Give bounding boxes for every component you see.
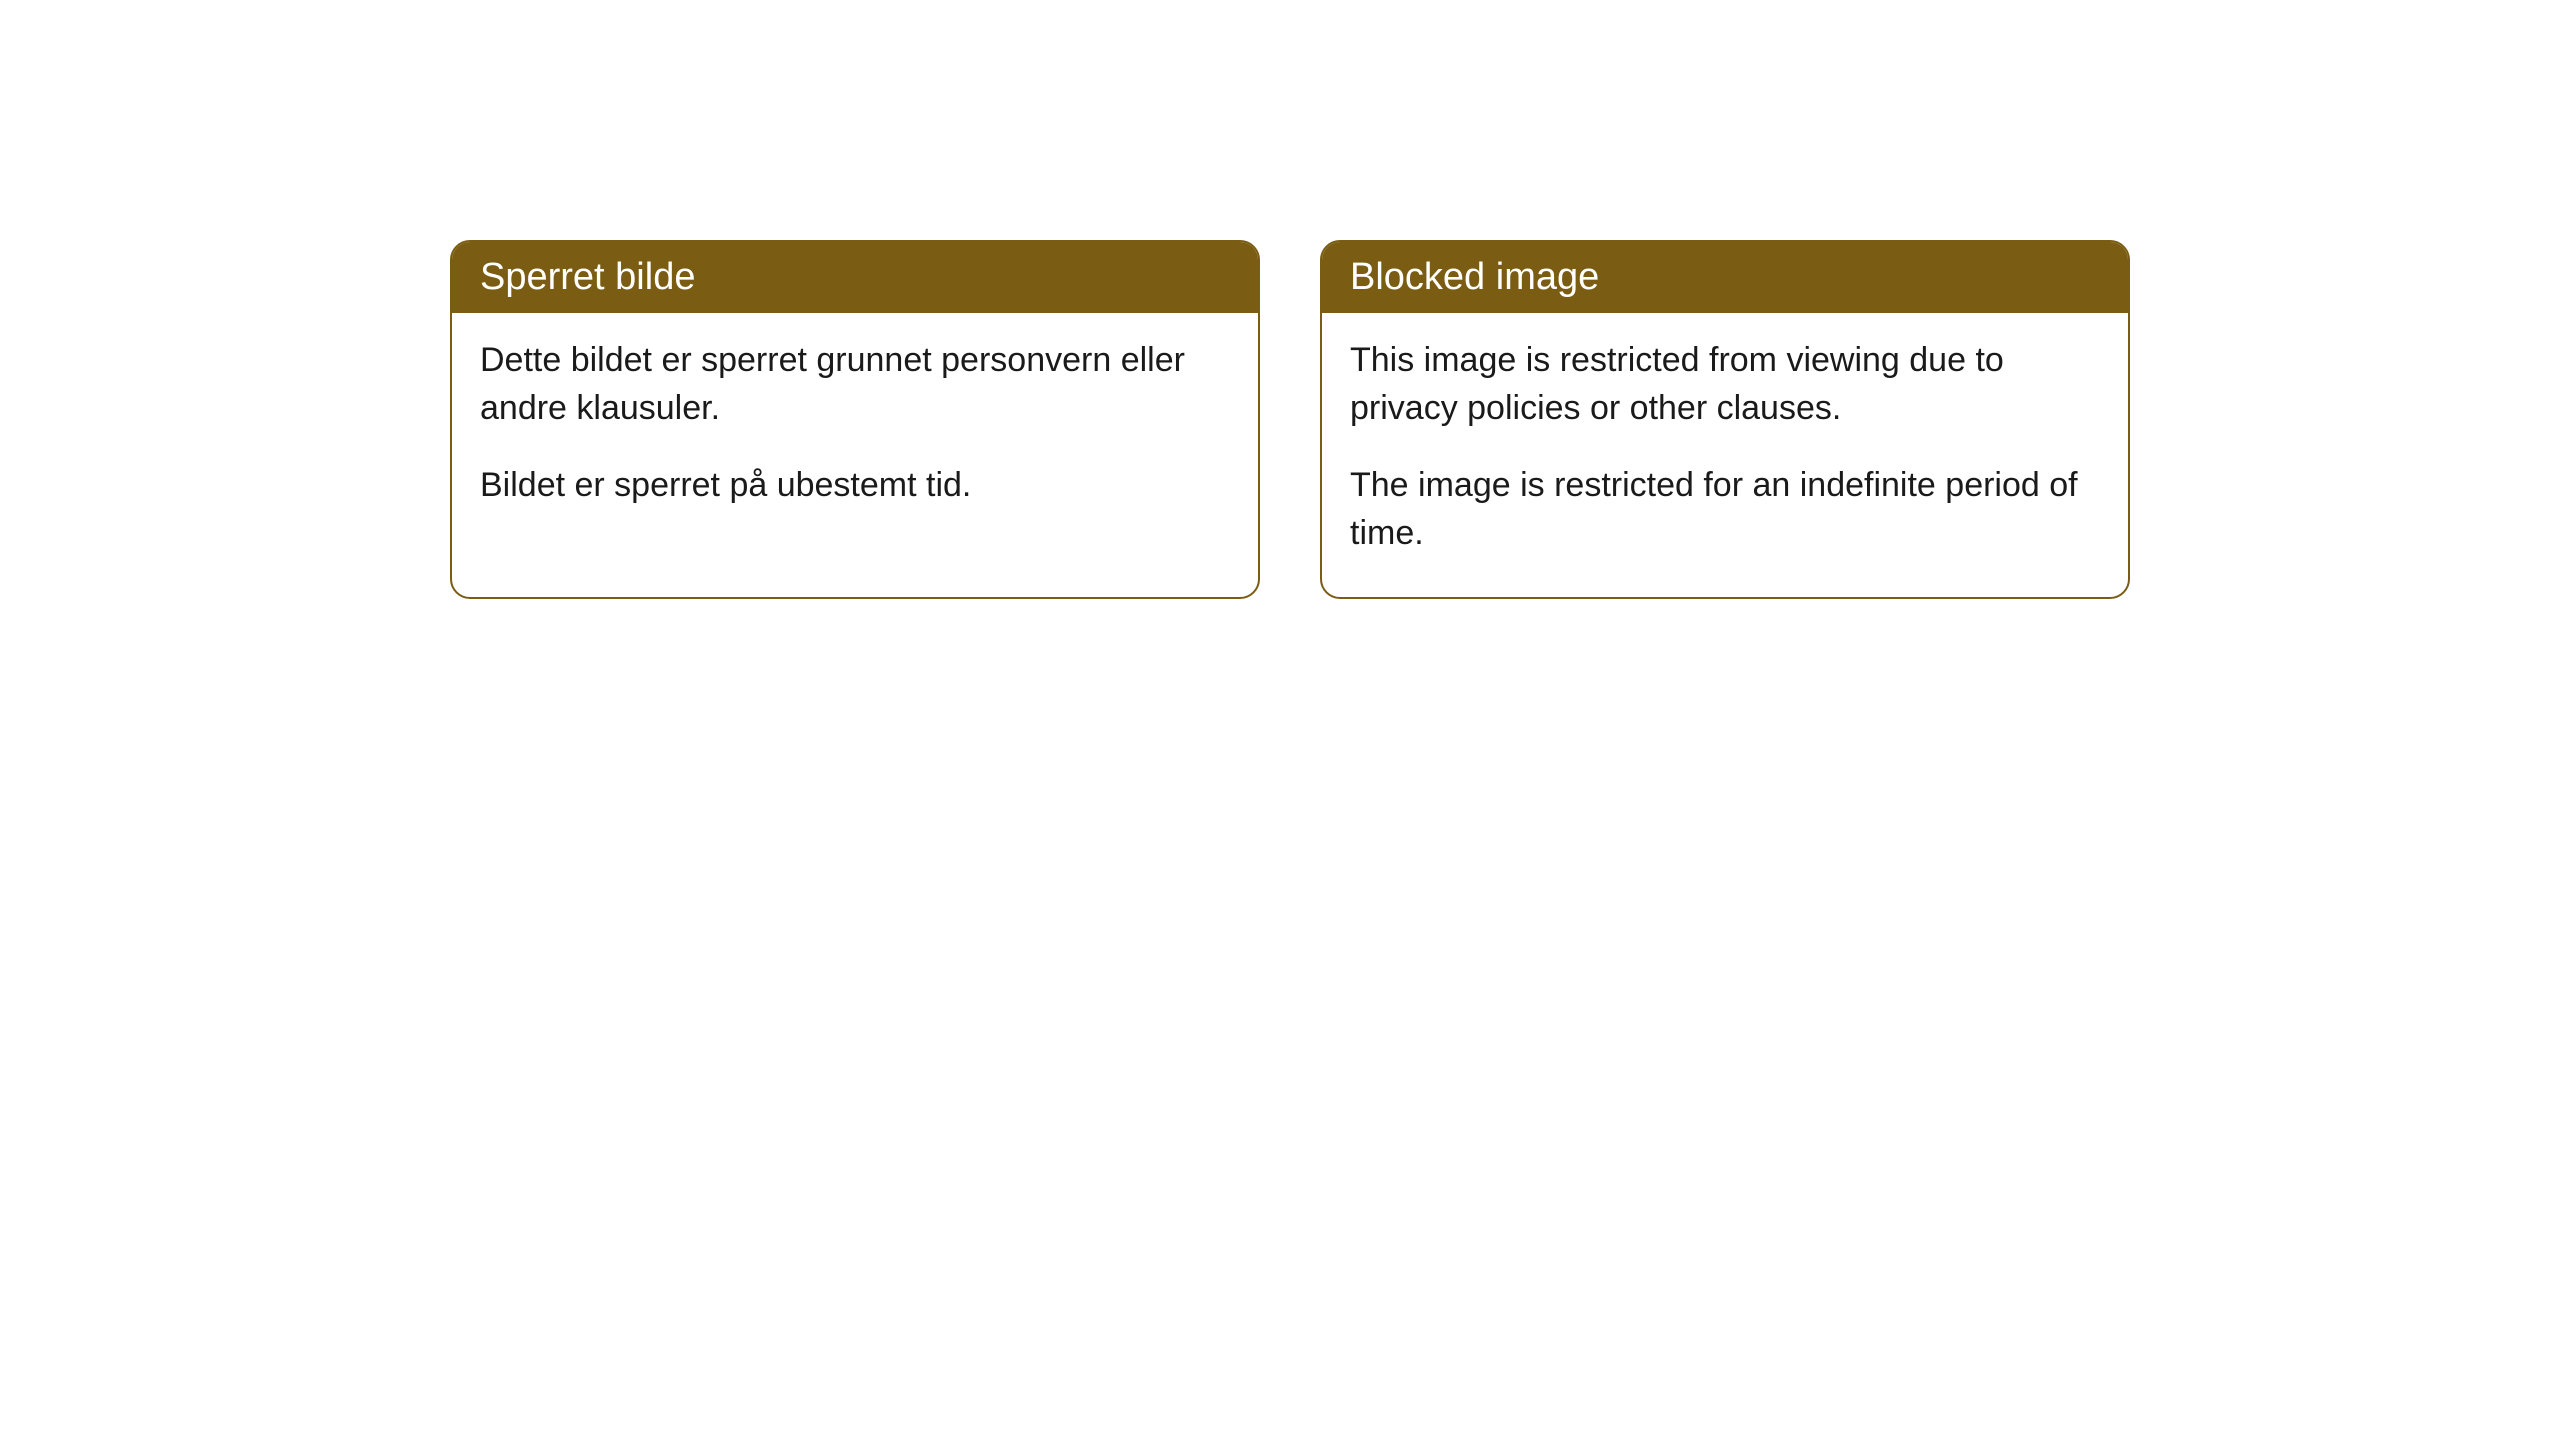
card-body-norwegian: Dette bildet er sperret grunnet personve… <box>452 313 1258 550</box>
card-paragraph-2-norwegian: Bildet er sperret på ubestemt tid. <box>480 462 1230 510</box>
card-paragraph-1-norwegian: Dette bildet er sperret grunnet personve… <box>480 337 1230 432</box>
card-paragraph-1-english: This image is restricted from viewing du… <box>1350 337 2100 432</box>
card-header-english: Blocked image <box>1322 242 2128 313</box>
blocked-image-card-norwegian: Sperret bilde Dette bildet er sperret gr… <box>450 240 1260 599</box>
notice-cards-container: Sperret bilde Dette bildet er sperret gr… <box>0 0 2560 599</box>
blocked-image-card-english: Blocked image This image is restricted f… <box>1320 240 2130 599</box>
card-paragraph-2-english: The image is restricted for an indefinit… <box>1350 462 2100 557</box>
card-header-norwegian: Sperret bilde <box>452 242 1258 313</box>
card-body-english: This image is restricted from viewing du… <box>1322 313 2128 597</box>
